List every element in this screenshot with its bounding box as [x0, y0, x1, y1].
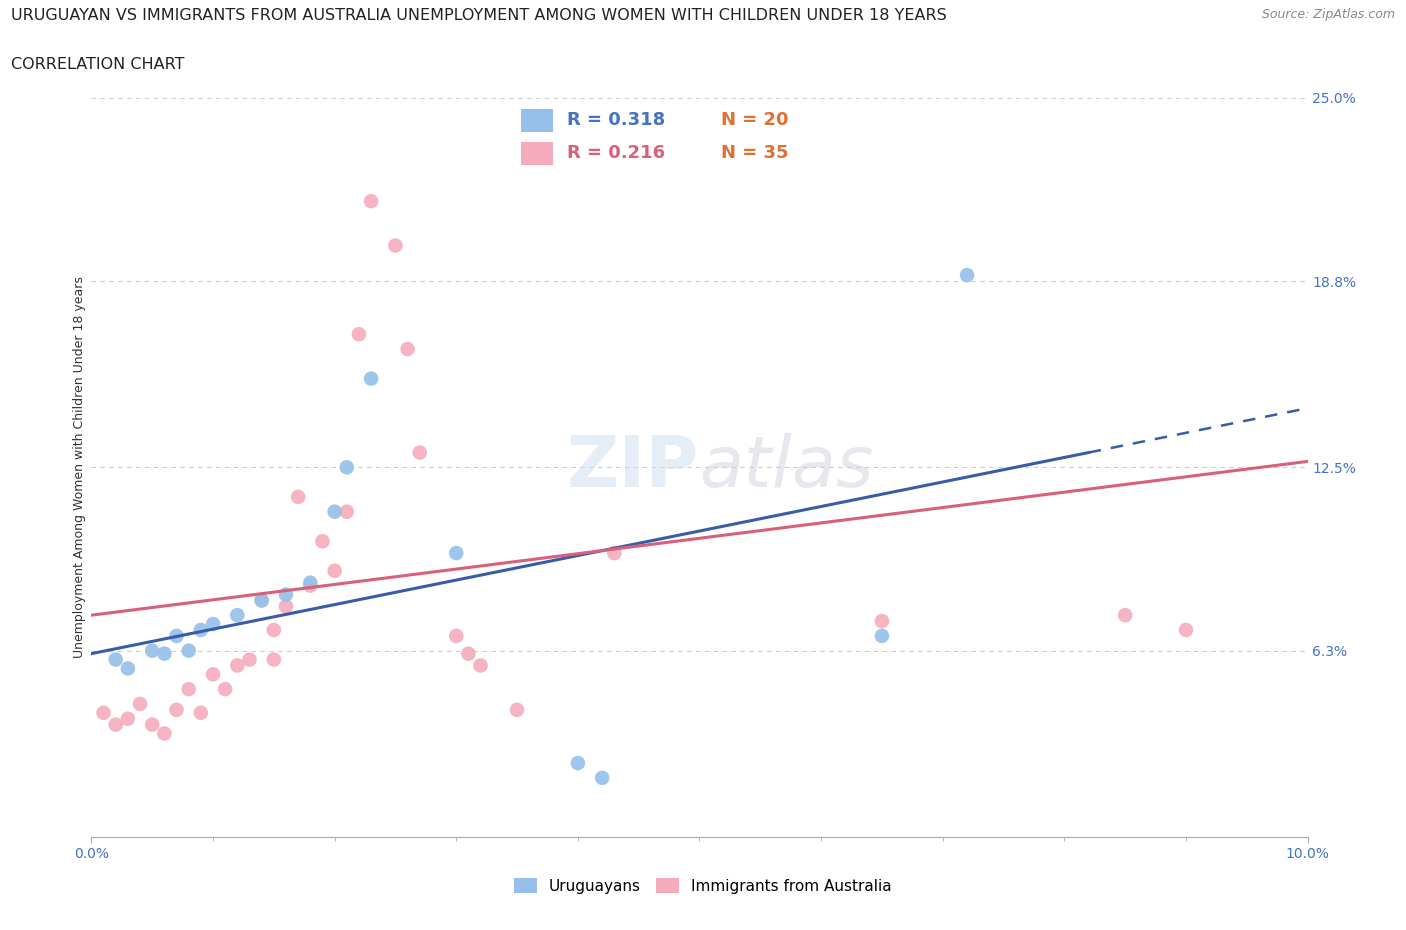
Point — [299, 576, 322, 591]
Point — [153, 726, 176, 741]
Point — [444, 629, 467, 644]
Text: R = 0.318: R = 0.318 — [567, 112, 665, 129]
Text: N = 20: N = 20 — [721, 112, 789, 129]
Point — [360, 193, 382, 208]
Point — [141, 717, 163, 732]
Point — [870, 629, 893, 644]
Point — [444, 546, 467, 561]
Point — [177, 644, 200, 658]
Point — [104, 717, 127, 732]
Point — [567, 755, 589, 770]
Text: CORRELATION CHART: CORRELATION CHART — [11, 57, 184, 72]
Text: N = 35: N = 35 — [721, 144, 789, 162]
Text: R = 0.216: R = 0.216 — [567, 144, 665, 162]
Text: Source: ZipAtlas.com: Source: ZipAtlas.com — [1261, 7, 1395, 20]
Text: ZIP: ZIP — [567, 432, 699, 502]
Point — [1114, 608, 1136, 623]
Point — [1174, 622, 1197, 637]
Point — [360, 371, 382, 386]
Point — [93, 705, 115, 720]
Point — [263, 622, 285, 637]
Point — [117, 661, 139, 676]
Text: URUGUAYAN VS IMMIGRANTS FROM AUSTRALIA UNEMPLOYMENT AMONG WOMEN WITH CHILDREN UN: URUGUAYAN VS IMMIGRANTS FROM AUSTRALIA U… — [11, 7, 948, 23]
Point — [274, 587, 297, 602]
Point — [177, 682, 200, 697]
Point — [129, 697, 152, 711]
Point — [166, 702, 188, 717]
Point — [104, 652, 127, 667]
FancyBboxPatch shape — [520, 142, 553, 166]
FancyBboxPatch shape — [520, 110, 553, 132]
Point — [202, 667, 225, 682]
Point — [323, 564, 346, 578]
Point — [311, 534, 333, 549]
Point — [238, 652, 260, 667]
Point — [603, 546, 626, 561]
Point — [299, 578, 322, 593]
Point — [323, 504, 346, 519]
Point — [263, 652, 285, 667]
Point — [226, 608, 249, 623]
Point — [396, 341, 419, 356]
Point — [166, 629, 188, 644]
Point — [409, 445, 432, 460]
Point — [336, 504, 359, 519]
Point — [274, 599, 297, 614]
Point — [214, 682, 236, 697]
Point — [117, 711, 139, 726]
Point — [141, 644, 163, 658]
Point — [226, 658, 249, 673]
Point — [506, 702, 529, 717]
Point — [250, 593, 273, 608]
Point — [202, 617, 225, 631]
Point — [384, 238, 406, 253]
Point — [287, 489, 309, 504]
Point — [190, 622, 212, 637]
Point — [153, 646, 176, 661]
Point — [470, 658, 492, 673]
Point — [457, 646, 479, 661]
Point — [870, 614, 893, 629]
Point — [190, 705, 212, 720]
Point — [336, 460, 359, 474]
Point — [591, 770, 613, 785]
Point — [347, 326, 370, 341]
Point — [956, 268, 979, 283]
Text: atlas: atlas — [699, 432, 875, 502]
Legend: Uruguayans, Immigrants from Australia: Uruguayans, Immigrants from Australia — [508, 871, 898, 900]
Y-axis label: Unemployment Among Women with Children Under 18 years: Unemployment Among Women with Children U… — [73, 276, 86, 658]
Point — [250, 593, 273, 608]
